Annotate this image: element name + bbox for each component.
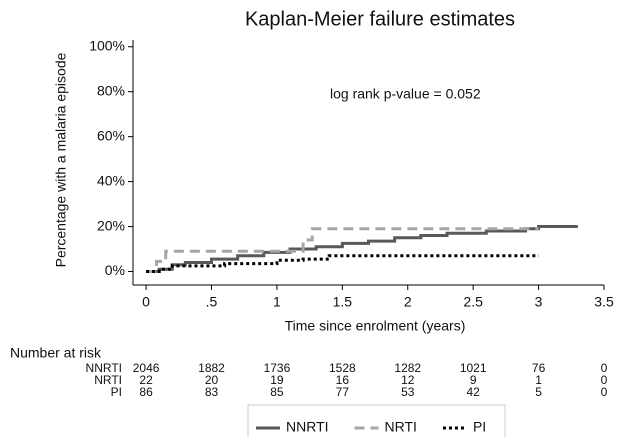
- risk-value: 86: [139, 385, 153, 399]
- risk-value: 85: [270, 385, 284, 399]
- y-tick-label: 0%: [105, 262, 125, 278]
- x-tick-label: 3: [535, 294, 543, 310]
- y-axis-label: Percentage with a malaria episode: [53, 52, 69, 267]
- risk-row-name: NRTI: [94, 373, 122, 387]
- x-tick-label: 3.5: [594, 294, 614, 310]
- risk-value: 1528: [329, 361, 356, 375]
- risk-value: 0: [601, 385, 608, 399]
- risk-row-name: PI: [111, 385, 122, 399]
- y-tick-label: 80%: [97, 82, 125, 98]
- risk-value: 0: [601, 373, 608, 387]
- x-tick-label: .5: [206, 294, 218, 310]
- legend-label: PI: [473, 419, 486, 435]
- x-axis-label: Time since enrolment (years): [285, 318, 466, 334]
- risk-value: 5: [535, 385, 542, 399]
- risk-value: 19: [270, 373, 284, 387]
- risk-value: 1882: [198, 361, 225, 375]
- risk-value: 0: [601, 361, 608, 375]
- x-tick-label: 2: [404, 294, 412, 310]
- x-tick-label: 1: [273, 294, 281, 310]
- risk-value: 22: [139, 373, 153, 387]
- risk-value: 83: [205, 385, 219, 399]
- risk-value: 42: [466, 385, 480, 399]
- risk-value: 9: [470, 373, 477, 387]
- risk-value: 12: [401, 373, 415, 387]
- legend-label: NRTI: [385, 419, 417, 435]
- y-tick-label: 60%: [97, 127, 125, 143]
- km-curve: [146, 227, 539, 274]
- annotation: log rank p-value = 0.052: [330, 86, 481, 102]
- risk-row-name: NNRTI: [86, 361, 122, 375]
- risk-table-title: Number at risk: [10, 345, 102, 361]
- risk-value: 16: [336, 373, 350, 387]
- risk-value: 53: [401, 385, 415, 399]
- legend-label: NNRTI: [286, 419, 329, 435]
- risk-value: 1282: [394, 361, 421, 375]
- x-tick-label: 0: [142, 294, 150, 310]
- x-tick-label: 2.5: [463, 294, 483, 310]
- km-curve: [146, 225, 578, 274]
- risk-value: 2046: [133, 361, 160, 375]
- risk-value: 20: [205, 373, 219, 387]
- risk-value: 1021: [460, 361, 487, 375]
- x-tick-label: 1.5: [333, 294, 353, 310]
- risk-value: 1: [535, 373, 542, 387]
- chart-title: Kaplan-Meier failure estimates: [245, 8, 515, 30]
- risk-value: 77: [336, 385, 350, 399]
- risk-value: 76: [532, 361, 546, 375]
- risk-value: 1736: [264, 361, 291, 375]
- y-tick-label: 100%: [89, 37, 125, 53]
- y-tick-label: 20%: [97, 217, 125, 233]
- legend-box: [247, 404, 506, 437]
- y-tick-label: 40%: [97, 172, 125, 188]
